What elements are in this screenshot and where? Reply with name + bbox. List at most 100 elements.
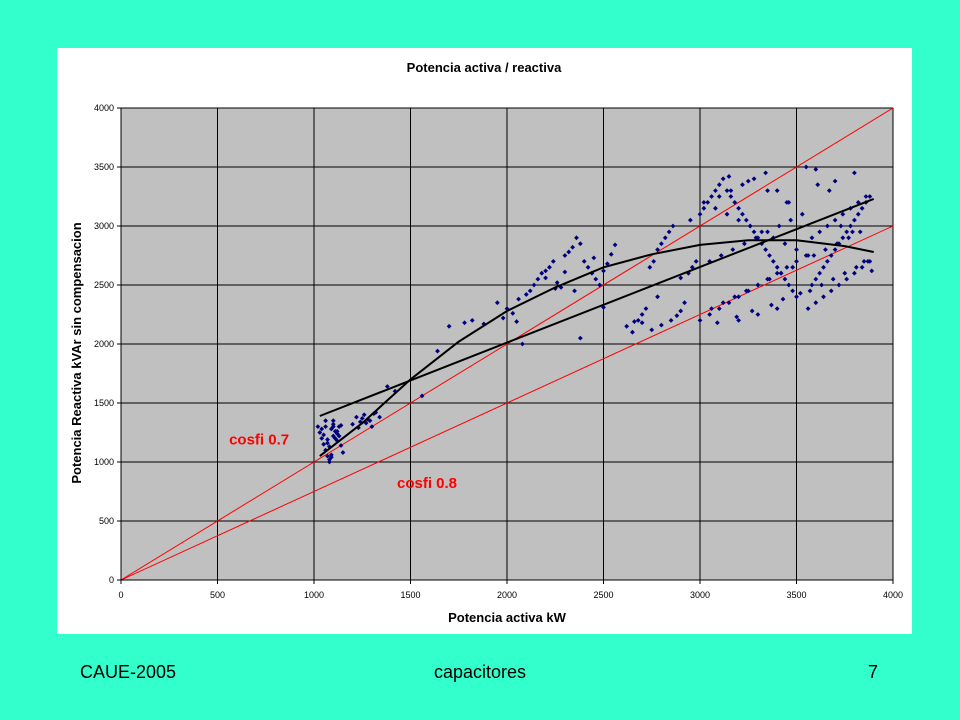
x-tick-label-4: 2000 — [497, 590, 517, 600]
data-point — [770, 259, 776, 264]
data-point — [734, 314, 740, 320]
footer-center: capacitores — [433, 662, 527, 682]
data-point — [813, 276, 819, 282]
data-point — [850, 229, 855, 235]
data-point — [319, 426, 325, 432]
data-point — [832, 247, 838, 252]
data-point — [705, 200, 711, 205]
data-point — [323, 418, 328, 424]
x-tick-label-6: 3000 — [690, 590, 710, 600]
data-point — [373, 410, 379, 415]
data-point — [527, 288, 533, 294]
data-point — [357, 419, 363, 425]
annotation-cosfi-07: cosfi 0.7 — [229, 431, 289, 448]
chart-panel: 0 500 1000 1500 2000 2500 3000 3500 4000 0 500 1000… — [57, 48, 912, 634]
data-point — [325, 440, 330, 446]
data-point — [384, 384, 390, 389]
y-tick-label-7: 3500 — [94, 162, 114, 172]
data-point — [815, 182, 821, 188]
y-tick-label-6: 3000 — [94, 221, 114, 231]
data-point — [462, 320, 467, 326]
data-point — [784, 200, 790, 205]
data-point — [678, 275, 684, 281]
data-point — [539, 270, 545, 276]
data-point — [759, 229, 765, 235]
data-point — [813, 166, 819, 172]
data-point — [714, 320, 720, 326]
y-tick-label-8: 4000 — [94, 103, 114, 113]
data-point — [782, 241, 788, 247]
data-point — [709, 306, 714, 311]
y-tick-label-5: 2500 — [94, 280, 114, 290]
data-point — [726, 300, 732, 306]
data-point — [713, 188, 718, 193]
data-point — [869, 268, 875, 274]
data-point — [577, 335, 583, 341]
reference-lines — [120, 107, 894, 581]
x-tick-label-3: 1500 — [400, 590, 420, 600]
data-point — [697, 211, 703, 217]
data-point — [774, 264, 780, 270]
data-point — [794, 247, 799, 252]
data-point — [828, 288, 834, 294]
data-point — [591, 255, 597, 261]
data-point — [809, 235, 815, 241]
x-tick-label-2: 1000 — [304, 590, 324, 600]
data-point — [844, 276, 850, 282]
footer-left: CAUE-2005 — [80, 662, 177, 682]
data-point — [846, 235, 852, 241]
data-point — [859, 264, 865, 270]
data-point — [697, 318, 703, 323]
chart-title: Potencia activa / reactiva — [407, 60, 562, 75]
data-point — [494, 300, 500, 306]
data-point — [774, 188, 780, 193]
data-point — [780, 296, 786, 302]
data-point — [635, 318, 641, 323]
data-point — [581, 259, 587, 264]
data-point — [330, 424, 336, 429]
data-point — [840, 211, 846, 217]
data-point — [867, 194, 873, 199]
data-point — [821, 264, 826, 270]
data-point — [574, 235, 579, 241]
data-point — [824, 259, 830, 264]
x-tick-label-5: 2500 — [593, 590, 613, 600]
data-point — [817, 270, 823, 276]
data-point — [354, 414, 359, 420]
data-point — [435, 348, 440, 354]
data-point — [765, 229, 770, 235]
data-point — [852, 217, 857, 223]
data-point — [577, 241, 583, 247]
data-point — [774, 270, 780, 276]
data-point — [338, 443, 344, 448]
data-point — [724, 188, 730, 193]
data-point — [726, 174, 732, 179]
data-point — [321, 441, 327, 447]
data-point — [585, 264, 591, 270]
data-point — [514, 319, 520, 324]
data-point — [709, 194, 714, 199]
data-point — [767, 276, 772, 282]
data-point — [334, 428, 340, 434]
data-point — [763, 247, 769, 252]
data-point — [321, 432, 327, 438]
data-point — [659, 241, 664, 247]
data-point — [732, 200, 738, 205]
data-point — [743, 217, 749, 223]
data-point — [765, 188, 770, 193]
data-point — [799, 211, 805, 217]
data-point — [832, 178, 838, 184]
data-point — [330, 433, 336, 439]
data-point — [832, 217, 838, 223]
data-point — [790, 264, 796, 270]
data-point — [674, 313, 680, 319]
data-point — [824, 223, 830, 229]
data-point — [740, 182, 745, 188]
data-point — [659, 322, 664, 328]
data-point — [377, 414, 383, 420]
data-point — [469, 318, 475, 323]
data-point — [535, 276, 541, 282]
data-point — [662, 235, 668, 241]
data-point — [840, 235, 846, 241]
trend-line-polynomial — [319, 239, 874, 457]
